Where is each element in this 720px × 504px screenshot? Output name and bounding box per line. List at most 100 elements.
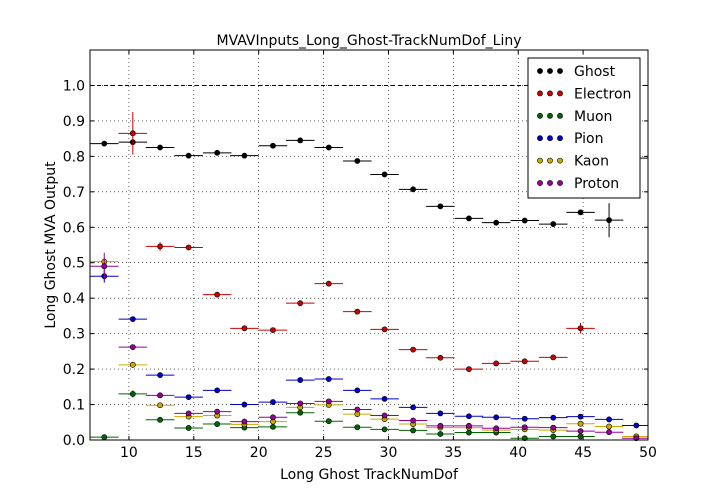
legend-marker (557, 135, 563, 142)
legend-marker (547, 180, 553, 186)
legend-marker (557, 68, 563, 74)
legend-label: Pion (574, 131, 603, 147)
legend-marker (557, 90, 563, 97)
data-point (606, 429, 612, 436)
y-axis-label: Long Ghost MVA Output (43, 161, 59, 329)
y-tick-label: 0.9 (63, 114, 85, 130)
legend-marker (557, 157, 563, 164)
data-point (297, 300, 304, 307)
data-point (157, 392, 163, 399)
y-tick-label: 0.1 (63, 398, 85, 414)
data-point (466, 429, 472, 436)
x-tick-label: 25 (315, 445, 333, 461)
data-point (185, 152, 192, 159)
data-point (354, 424, 361, 431)
plot-area (90, 112, 648, 442)
data-point (437, 354, 444, 361)
data-point (214, 421, 221, 427)
data-point (410, 417, 417, 424)
data-point (325, 144, 332, 151)
data-point (129, 316, 136, 322)
data-point (606, 416, 612, 423)
y-tick-label: 0.8 (63, 149, 85, 165)
data-point (437, 410, 444, 417)
data-point (129, 344, 136, 351)
data-point (410, 404, 417, 411)
data-point (157, 402, 163, 409)
legend-marker (547, 68, 553, 74)
data-point (521, 217, 528, 224)
x-tick-label: 40 (509, 445, 527, 461)
data-point (325, 376, 332, 382)
legend-marker (537, 112, 543, 119)
data-point (606, 423, 612, 430)
legend-marker (537, 90, 543, 97)
data-point (550, 424, 557, 431)
data-point (633, 422, 640, 429)
data-point (297, 409, 304, 416)
y-tick-label: 0.2 (63, 362, 85, 378)
legend-marker (547, 90, 553, 97)
data-point (577, 420, 584, 427)
data-point (521, 424, 528, 431)
legend-marker (537, 180, 543, 186)
series-pion (90, 269, 648, 429)
y-tick-label: 0.4 (63, 291, 85, 307)
data-point (550, 414, 557, 421)
y-tick-label: 0.3 (63, 327, 85, 343)
data-point (325, 418, 332, 425)
data-point (325, 280, 332, 287)
legend-box (527, 57, 641, 199)
y-tick-label: 0.0 (63, 433, 85, 449)
chart-title: MVAVInputs_Long_Ghost-TrackNumDof_Liny (216, 33, 521, 49)
x-axis-label: Long Ghost TrackNumDof (280, 467, 459, 483)
data-point (550, 221, 557, 227)
data-point (437, 431, 444, 437)
data-point (270, 423, 276, 430)
data-point (493, 414, 500, 421)
data-point (437, 422, 444, 429)
data-point (410, 186, 417, 193)
data-point (466, 422, 472, 429)
data-point (493, 425, 500, 432)
data-point (381, 412, 388, 419)
data-point (325, 398, 332, 405)
data-point (185, 410, 192, 417)
legend-label: Electron (574, 86, 631, 102)
data-point (270, 142, 276, 149)
data-point (157, 372, 163, 379)
data-point (157, 144, 163, 151)
legend-marker (557, 112, 563, 119)
data-point (129, 361, 136, 368)
legend-marker (547, 112, 553, 119)
data-point (466, 366, 472, 372)
data-point (606, 217, 612, 224)
x-tick-label: 20 (250, 445, 268, 461)
data-point (493, 219, 500, 226)
x-tick-label: 10 (120, 445, 138, 461)
series-muon (90, 390, 595, 442)
data-point (577, 433, 584, 440)
legend-marker (547, 135, 553, 142)
legend-marker (537, 157, 543, 164)
data-point (410, 427, 417, 434)
data-point (521, 415, 528, 422)
data-point (129, 391, 136, 397)
data-point (577, 428, 584, 435)
data-point (550, 433, 557, 440)
data-point (354, 158, 361, 164)
data-point (354, 387, 361, 394)
data-point (101, 263, 108, 270)
data-point (577, 413, 584, 420)
data-point (214, 291, 221, 298)
data-point (466, 215, 472, 222)
data-point (185, 244, 192, 251)
data-point (466, 413, 472, 420)
data-point (214, 387, 221, 394)
data-point (157, 243, 163, 250)
data-point (577, 325, 584, 332)
data-point (493, 360, 500, 367)
data-point (214, 149, 221, 156)
data-point (241, 401, 248, 408)
